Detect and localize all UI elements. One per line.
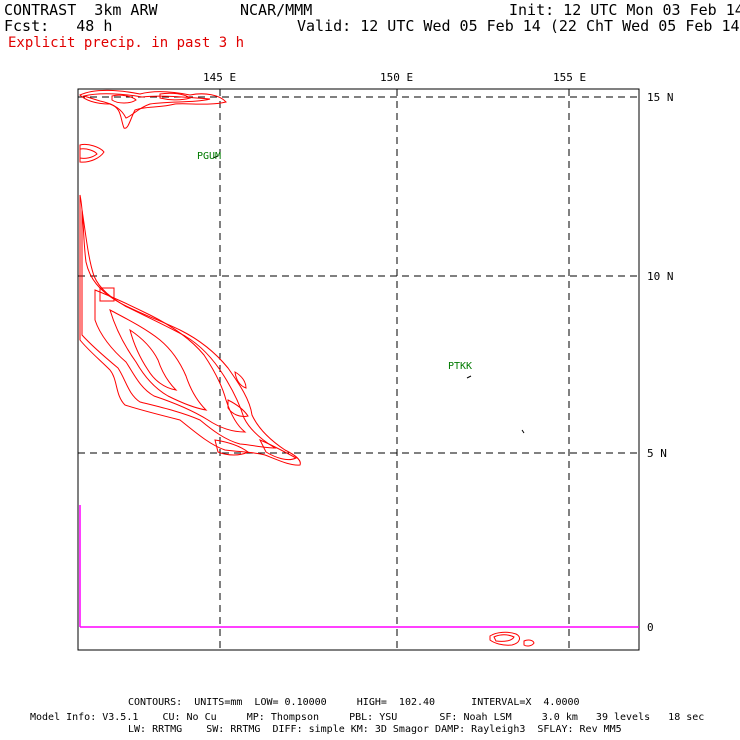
- contour-south-4: [234, 371, 247, 389]
- lon-label-145: 145 E: [203, 71, 237, 84]
- contour-south-2: [258, 439, 298, 461]
- contour-equator-2: [493, 634, 515, 642]
- map-frame: [77, 88, 640, 651]
- island-mark: [521, 429, 525, 434]
- lon-label-155: 155 E: [553, 71, 587, 84]
- lat-label-0: 0: [647, 621, 654, 634]
- init-time: Init: 12 UTC Mon 03 Feb 14: [509, 1, 740, 19]
- model-info-line-2: LW: RRTMG SW: RRTMG DIFF: simple KM: 3D …: [128, 724, 622, 735]
- contour-main-band-3: [94, 289, 247, 433]
- center-name: NCAR/MMM: [240, 1, 313, 19]
- contour-left-2: [79, 148, 98, 159]
- model-title: CONTRAST 3km ARW: [4, 1, 158, 19]
- contour-top-left-4: [159, 92, 192, 101]
- contour-equator-1: [489, 631, 520, 646]
- contour-south-1: [214, 439, 249, 456]
- contour-box: [99, 287, 115, 302]
- lon-label-150: 150 E: [380, 71, 414, 84]
- station-markers: [212, 96, 525, 434]
- station-label-pgum: PGUM: [197, 151, 222, 162]
- station-mark-pgum: [212, 155, 219, 159]
- domain-boundary: [79, 505, 639, 628]
- forecast-hour: Fcst: 48 h: [4, 17, 113, 35]
- contour-left-1: [79, 144, 105, 163]
- valid-time: Valid: 12 UTC Wed 05 Feb 14 (22 ChT Wed …: [297, 17, 740, 35]
- model-info-line-1: Model Info: V3.5.1 CU: No Cu MP: Thompso…: [30, 712, 705, 723]
- contour-equator-3: [523, 639, 535, 647]
- station-mark-ptkk: [466, 375, 472, 379]
- contour-main-band-outer: [79, 194, 301, 466]
- contour-top-left-2: [82, 93, 211, 119]
- field-title: Explicit precip. in past 3 h: [8, 35, 245, 51]
- contour-main-band-4: [109, 308, 208, 411]
- contour-main-band-2: [81, 209, 277, 449]
- lat-label-5n: 5 N: [647, 447, 667, 460]
- contour-top-left-3: [111, 94, 137, 104]
- lat-label-10n: 10 N: [647, 270, 674, 283]
- precip-contours: [79, 89, 535, 647]
- contour-top-left-1: [79, 89, 227, 129]
- contours-info: CONTOURS: UNITS=mm LOW= 0.10000 HIGH= 10…: [128, 697, 580, 708]
- contour-south-3: [227, 399, 249, 417]
- contour-main-band-5: [129, 328, 178, 391]
- lat-label-15n: 15 N: [647, 91, 674, 104]
- station-label-ptkk: PTKK: [448, 361, 473, 372]
